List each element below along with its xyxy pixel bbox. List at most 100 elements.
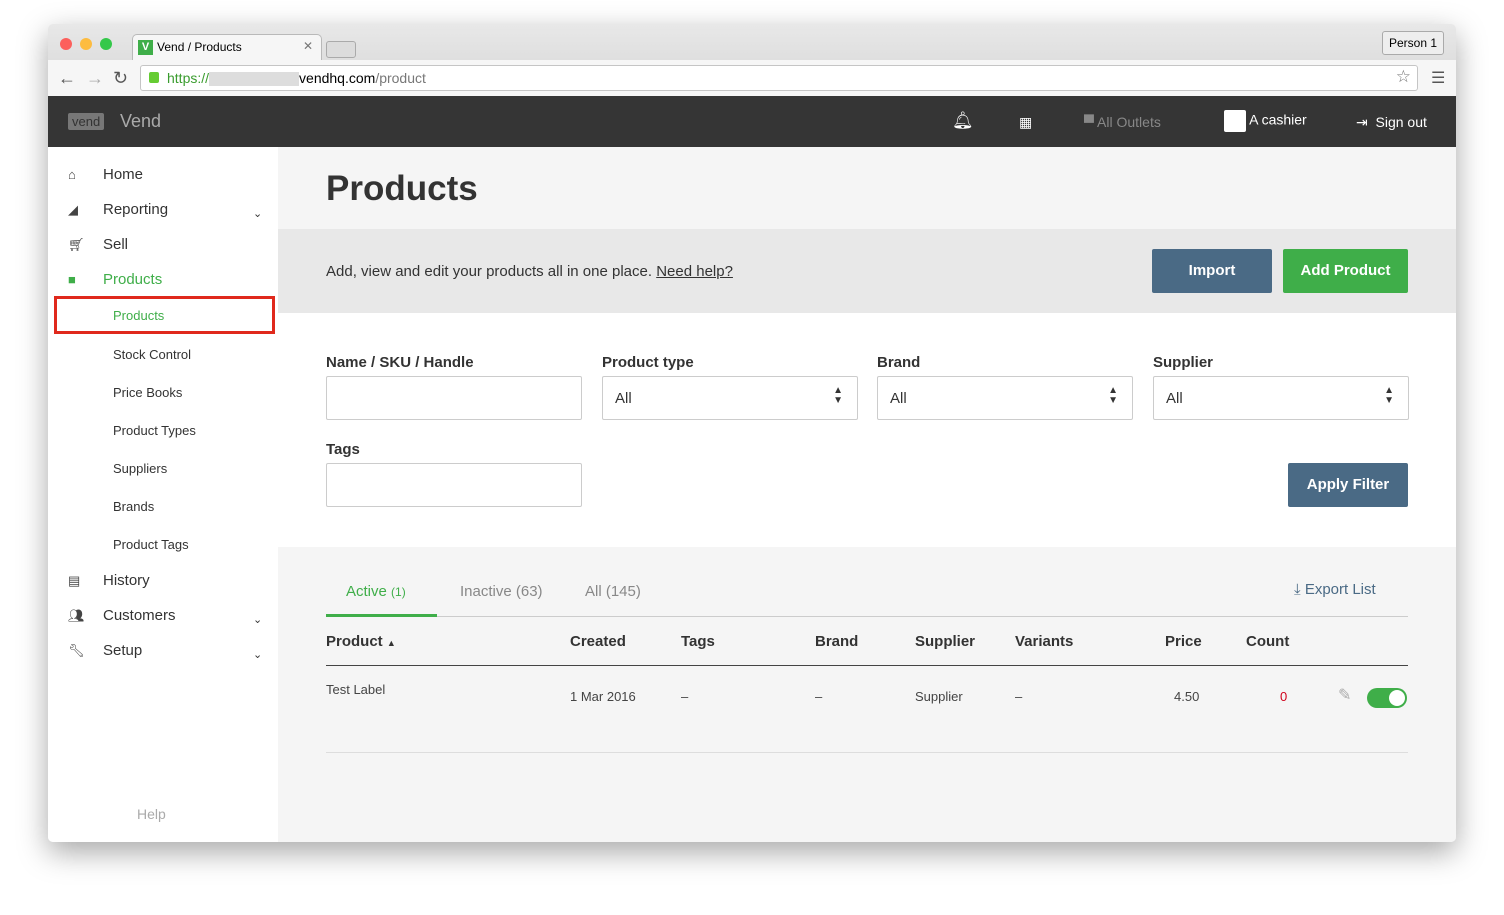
lock-icon bbox=[149, 72, 159, 83]
edit-pencil-icon[interactable]: ✎ bbox=[1338, 687, 1352, 704]
name-sku-input[interactable] bbox=[326, 376, 582, 420]
url-scheme: https:// bbox=[167, 70, 210, 86]
filter-panel: Name / SKU / Handle Product type All ▲ ▼ B… bbox=[278, 313, 1456, 547]
maximize-window-button[interactable] bbox=[100, 38, 112, 50]
menu-icon[interactable]: ☰ bbox=[1431, 70, 1446, 87]
product-type-label: Product type bbox=[602, 354, 694, 371]
status-tabs: Active (1) Inactive (63) All (145) ⤓ Exp… bbox=[326, 575, 1408, 617]
price-cell: 4.50 bbox=[1174, 689, 1200, 704]
wrench-icon: 🔧︎ bbox=[68, 642, 85, 658]
box-icon: ■ bbox=[68, 272, 76, 287]
tags-cell: – bbox=[681, 689, 689, 704]
close-window-button[interactable] bbox=[60, 38, 72, 50]
history-icon: ▤ bbox=[68, 572, 81, 588]
tab-title: Vend / Products bbox=[157, 40, 242, 54]
column-variants[interactable]: Variants bbox=[1015, 633, 1074, 650]
url-host: vendhq.com bbox=[299, 70, 376, 86]
sidebar-sub-suppliers[interactable]: Suppliers bbox=[113, 461, 168, 476]
intro-text: Add, view and edit your products all in … bbox=[326, 263, 733, 280]
tags-input[interactable] bbox=[326, 463, 582, 507]
sidebar: ⌂ Home ◢ Reporting ⌄ 🛒︎ Sell ■ Products Prod… bbox=[48, 147, 278, 842]
chart-icon: ◢ bbox=[68, 201, 78, 217]
select-arrows-icon: ▲ ▼ bbox=[1108, 385, 1118, 406]
product-name-link[interactable]: Test Label bbox=[326, 682, 386, 697]
forward-icon[interactable]: → bbox=[86, 68, 104, 88]
apps-grid-icon[interactable]: ▦ bbox=[1019, 114, 1033, 130]
bookmark-star-icon[interactable]: ☆ bbox=[1395, 67, 1411, 86]
supplier-select[interactable]: All ▲ ▼ bbox=[1153, 376, 1409, 420]
product-type-select[interactable]: All ▲ ▼ bbox=[602, 376, 858, 420]
column-created[interactable]: Created bbox=[570, 633, 626, 650]
supplier-label: Supplier bbox=[1153, 354, 1214, 371]
intro-band: Add, view and edit your products all in … bbox=[278, 229, 1456, 313]
created-cell: 1 Mar 2016 bbox=[570, 689, 636, 704]
browser-window: V Vend / Products ✕ Person 1 ← → ↻ https:/… bbox=[48, 24, 1456, 842]
column-tags[interactable]: Tags bbox=[681, 633, 715, 650]
supplier-cell: Supplier bbox=[915, 689, 963, 704]
sidebar-label: Setup bbox=[103, 642, 143, 659]
user-menu[interactable]: A cashier bbox=[1224, 110, 1307, 132]
profile-button[interactable]: Person 1 bbox=[1381, 31, 1444, 55]
header-divider bbox=[326, 665, 1408, 666]
sidebar-sub-stock-control[interactable]: Stock Control bbox=[113, 347, 192, 362]
app-header: vend Vend 🔔︎ ▦ ▀ All Outlets A cashier ⇥… bbox=[48, 96, 1456, 147]
column-count[interactable]: Count bbox=[1246, 633, 1290, 650]
browser-tab[interactable]: V Vend / Products ✕ bbox=[132, 34, 322, 60]
sidebar-label: Home bbox=[103, 166, 144, 183]
active-toggle[interactable] bbox=[1367, 688, 1407, 708]
sidebar-sub-product-tags[interactable]: Product Tags bbox=[113, 537, 189, 552]
users-icon: 👥︎ bbox=[68, 607, 85, 623]
sidebar-sub-brands[interactable]: Brands bbox=[113, 499, 155, 514]
outlets-selector[interactable]: ▀ All Outlets bbox=[1084, 114, 1161, 130]
sidebar-item-setup[interactable]: 🔧︎ Setup bbox=[68, 642, 142, 659]
minimize-window-button[interactable] bbox=[80, 38, 92, 50]
avatar bbox=[1224, 110, 1246, 132]
sidebar-sub-price-books[interactable]: Price Books bbox=[113, 385, 183, 400]
column-price[interactable]: Price bbox=[1165, 633, 1202, 650]
sidebar-item-reporting[interactable]: ◢ Reporting bbox=[68, 201, 168, 218]
sidebar-sub-products[interactable]: Products bbox=[54, 296, 275, 334]
chevron-down-icon[interactable]: ⌄ bbox=[253, 208, 263, 220]
help-link[interactable]: Help bbox=[137, 806, 166, 822]
download-icon: ⤓ bbox=[1294, 581, 1301, 598]
brand-select[interactable]: All ▲ ▼ bbox=[877, 376, 1133, 420]
reload-icon[interactable]: ↻ bbox=[113, 68, 129, 88]
sidebar-item-sell[interactable]: 🛒︎ Sell bbox=[68, 236, 128, 253]
apply-filter-button[interactable]: Apply Filter bbox=[1288, 463, 1408, 507]
tab-active[interactable]: Active (1) bbox=[326, 583, 437, 617]
sidebar-label: Customers bbox=[103, 607, 176, 624]
sort-asc-icon: ▲ bbox=[386, 638, 396, 648]
tags-label: Tags bbox=[326, 441, 360, 458]
sidebar-sub-product-types[interactable]: Product Types bbox=[113, 423, 196, 438]
sidebar-item-customers[interactable]: 👥︎ Customers bbox=[68, 607, 176, 624]
column-supplier[interactable]: Supplier bbox=[915, 633, 976, 650]
sidebar-label: History bbox=[103, 572, 150, 589]
vend-favicon-icon: V bbox=[138, 40, 153, 55]
count-cell: 0 bbox=[1280, 689, 1288, 704]
url-path: /product bbox=[375, 70, 426, 86]
export-list-button[interactable]: ⤓ Export List bbox=[1294, 581, 1376, 598]
row-divider bbox=[326, 752, 1408, 753]
tab-all[interactable]: All (145) bbox=[585, 583, 641, 600]
back-icon[interactable]: ← bbox=[58, 68, 76, 88]
sidebar-item-products[interactable]: ■ Products bbox=[68, 271, 162, 288]
import-button[interactable]: Import bbox=[1152, 249, 1272, 293]
bell-icon[interactable]: 🔔︎ bbox=[952, 111, 974, 130]
chevron-down-icon[interactable]: ⌄ bbox=[253, 614, 263, 626]
close-tab-icon[interactable]: ✕ bbox=[302, 39, 313, 53]
sign-out-button[interactable]: ⇥ Sign out bbox=[1356, 114, 1427, 130]
chevron-down-icon[interactable]: ⌄ bbox=[253, 649, 263, 661]
sidebar-item-history[interactable]: ▤ History bbox=[68, 572, 150, 589]
new-tab-button[interactable] bbox=[326, 41, 356, 58]
column-product[interactable]: Product ▲ bbox=[326, 633, 396, 650]
sidebar-item-home[interactable]: ⌂ Home bbox=[68, 166, 143, 183]
user-name: A cashier bbox=[1249, 111, 1307, 128]
select-arrows-icon: ▲ ▼ bbox=[1384, 385, 1394, 406]
column-brand[interactable]: Brand bbox=[815, 633, 859, 650]
need-help-link[interactable]: Need help? bbox=[656, 263, 733, 280]
address-bar[interactable]: https:// vendhq.com/product ☆ bbox=[140, 65, 1418, 91]
add-product-button[interactable]: Add Product bbox=[1283, 249, 1408, 293]
home-icon: ⌂ bbox=[68, 167, 76, 182]
sidebar-label: Products bbox=[103, 271, 163, 288]
tab-inactive[interactable]: Inactive (63) bbox=[460, 583, 543, 600]
